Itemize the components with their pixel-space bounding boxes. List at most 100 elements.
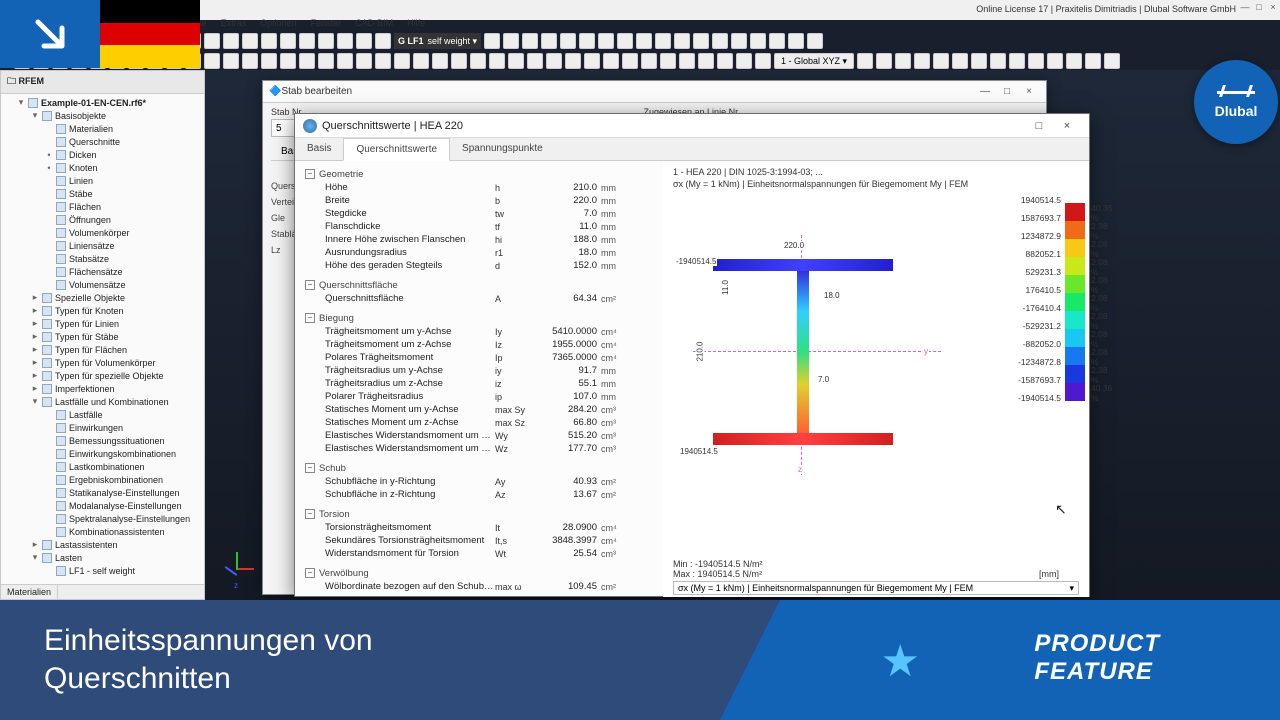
tree-node[interactable]: Bemessungssituationen (1, 434, 204, 447)
tree-node[interactable]: Liniensätze (1, 239, 204, 252)
toolbar-button[interactable] (242, 33, 258, 49)
toolbar-button[interactable] (337, 53, 353, 69)
toolbar-button[interactable] (933, 53, 949, 69)
tree-node[interactable]: Volumenkörper (1, 226, 204, 239)
tree-node[interactable]: Kombinationassistenten (1, 525, 204, 538)
toolbar-button[interactable] (660, 53, 676, 69)
toolbar-button[interactable] (712, 33, 728, 49)
toolbar-button[interactable] (503, 33, 519, 49)
tree-node[interactable]: Flächensätze (1, 265, 204, 278)
toolbar-button[interactable] (655, 33, 671, 49)
toolbar-button[interactable] (1028, 53, 1044, 69)
toolbar-button[interactable] (280, 53, 296, 69)
menu-hilfe[interactable]: Hilfe (407, 18, 425, 28)
toolbar-button[interactable] (280, 33, 296, 49)
toolbar-button[interactable] (1066, 53, 1082, 69)
toolbar-button[interactable] (990, 53, 1006, 69)
toolbar-button[interactable] (971, 53, 987, 69)
tree-node[interactable]: ▸Typen für Volumenkörper (1, 356, 204, 369)
tree-node[interactable]: Lastkombinationen (1, 460, 204, 473)
toolbar-button[interactable] (546, 53, 562, 69)
toolbar-button[interactable] (470, 53, 486, 69)
q-close-icon[interactable]: × (1053, 114, 1081, 138)
toolbar-button[interactable] (299, 53, 315, 69)
toolbar-button[interactable] (541, 33, 557, 49)
tree-node[interactable]: Lastfälle (1, 408, 204, 421)
minimize-icon[interactable]: — (1238, 0, 1252, 14)
toolbar-button[interactable] (914, 53, 930, 69)
toolbar-button[interactable] (242, 53, 258, 69)
toolbar-button[interactable] (598, 33, 614, 49)
tree-node[interactable]: ▾Lastfälle und Kombinationen (1, 395, 204, 408)
toolbar-button[interactable] (522, 33, 538, 49)
tree-node[interactable]: Statikanalyse-Einstellungen (1, 486, 204, 499)
toolbar-button[interactable] (807, 33, 823, 49)
tree-node[interactable]: ▸Typen für Linien (1, 317, 204, 330)
toolbar-button[interactable] (693, 33, 709, 49)
toolbar-button[interactable] (769, 33, 785, 49)
menu-optionen[interactable]: Optionen (260, 18, 297, 28)
toolbar-button[interactable] (755, 53, 771, 69)
loadcase-combo[interactable]: G LF1 self weight ▾ (394, 33, 481, 49)
toolbar-button[interactable] (636, 33, 652, 49)
toolbar-button[interactable] (679, 53, 695, 69)
q-max-icon[interactable]: □ (1025, 114, 1053, 138)
toolbar-button[interactable] (584, 53, 600, 69)
tree-node[interactable]: ▸Spezielle Objekte (1, 291, 204, 304)
toolbar-button[interactable] (261, 53, 277, 69)
toolbar-button[interactable] (876, 53, 892, 69)
toolbar-button[interactable] (895, 53, 911, 69)
toolbar-button[interactable] (857, 53, 873, 69)
toolbar-button[interactable] (413, 53, 429, 69)
tree-node[interactable]: Stäbe (1, 187, 204, 200)
toolbar-button[interactable] (223, 53, 239, 69)
tree-node[interactable]: ▸Typen für Knoten (1, 304, 204, 317)
toolbar-button[interactable] (451, 53, 467, 69)
menu-fenster[interactable]: Fenster (311, 18, 342, 28)
tree-node[interactable]: Ergebniskombinationen (1, 473, 204, 486)
toolbar-button[interactable] (717, 53, 733, 69)
tree-node[interactable]: Linien (1, 174, 204, 187)
stab-min-icon[interactable]: — (974, 86, 996, 97)
toolbar-button[interactable] (788, 33, 804, 49)
toolbar-button[interactable] (489, 53, 505, 69)
diagram-result-combo[interactable]: σx (My = 1 kNm) | Einheitsnormalspannung… (673, 581, 1079, 595)
toolbar-button[interactable] (603, 53, 619, 69)
q-properties-table[interactable]: −GeometrieHöheh210.0mmBreiteb220.0mmSteg… (295, 161, 663, 597)
toolbar-button[interactable] (579, 33, 595, 49)
stab-close-icon[interactable]: × (1018, 86, 1040, 97)
tree-node[interactable]: Einwirkungen (1, 421, 204, 434)
toolbar-button[interactable] (356, 53, 372, 69)
toolbar-button[interactable] (565, 53, 581, 69)
toolbar-button[interactable] (674, 33, 690, 49)
toolbar-button[interactable] (375, 53, 391, 69)
toolbar-button[interactable] (952, 53, 968, 69)
tree-node[interactable]: ▸Typen für Flächen (1, 343, 204, 356)
tree-node[interactable]: Querschnitte (1, 135, 204, 148)
tree-node[interactable]: Materialien (1, 122, 204, 135)
navigator-tabs[interactable]: Materialien (1, 584, 204, 599)
stab-max-icon[interactable]: □ (996, 86, 1018, 97)
tree-node[interactable]: ▸Imperfektionen (1, 382, 204, 395)
toolbar-button[interactable] (750, 33, 766, 49)
tree-node[interactable]: Öffnungen (1, 213, 204, 226)
toolbar-button[interactable] (1047, 53, 1063, 69)
toolbar-button[interactable] (337, 33, 353, 49)
tree-node[interactable]: ▸Typen für Stäbe (1, 330, 204, 343)
q-tabs[interactable]: BasisQuerschnittswerteSpannungspunkte (295, 138, 1089, 161)
navigator-tree[interactable]: ▾Example-01-EN-CEN.rf6*▾BasisobjekteMate… (1, 94, 204, 579)
menu-extras[interactable]: Extras (221, 18, 247, 28)
close-icon[interactable]: × (1266, 0, 1280, 14)
toolbar-button[interactable] (622, 53, 638, 69)
tree-node[interactable]: ▾Lasten (1, 551, 204, 564)
toolbar-button[interactable] (641, 53, 657, 69)
tree-node[interactable]: •Knoten (1, 161, 204, 174)
toolbar-button[interactable] (1009, 53, 1025, 69)
tree-node[interactable]: Flächen (1, 200, 204, 213)
toolbar-button[interactable] (204, 53, 220, 69)
maximize-icon[interactable]: □ (1252, 0, 1266, 14)
toolbar-button[interactable] (1104, 53, 1120, 69)
tree-node[interactable]: Stabsätze (1, 252, 204, 265)
toolbar-button[interactable] (731, 33, 747, 49)
toolbar-button[interactable] (484, 33, 500, 49)
